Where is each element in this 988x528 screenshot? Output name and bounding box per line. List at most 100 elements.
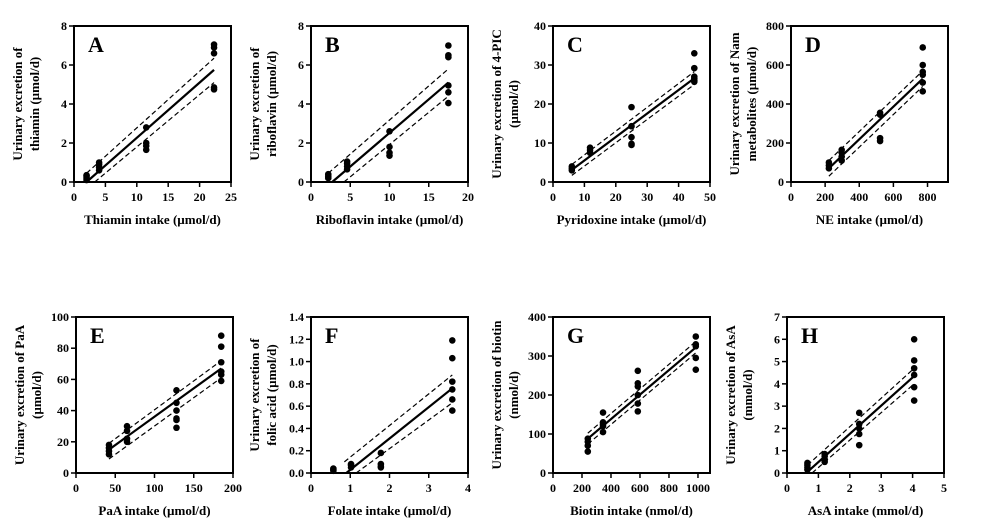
data-point [634, 408, 642, 415]
y-tick-label: 40 [57, 404, 69, 418]
data-point [692, 333, 700, 340]
data-point [910, 357, 918, 364]
panel-label: D [805, 32, 821, 57]
data-point [386, 152, 393, 159]
y-tick-label: 20 [57, 435, 69, 449]
x-tick-label: 15 [162, 190, 174, 204]
data-point [173, 387, 180, 394]
y-tick-label: 400 [766, 97, 784, 111]
data-point [821, 450, 828, 458]
data-point [123, 427, 131, 435]
x-tick-label: 5 [941, 481, 947, 495]
y-axis-label-line: (µmol/d) [506, 80, 521, 128]
y-tick-label: 6 [298, 58, 304, 72]
x-tick-label: 0 [308, 481, 314, 495]
data-point [210, 86, 218, 93]
ci-lower-line [108, 377, 222, 460]
x-tick-label: 20 [610, 190, 622, 204]
y-tick-label: 2 [61, 136, 67, 150]
y-axis-label: Urinary excretion of biotin (nmol/d) [489, 320, 521, 470]
data-point [377, 449, 385, 457]
x-tick-label: 10 [578, 190, 590, 204]
x-tick-label: 150 [185, 481, 203, 495]
x-tick-label: 0 [308, 190, 314, 204]
x-tick-label: 4 [465, 481, 471, 495]
y-tick-label: 0 [63, 466, 69, 480]
data-point [445, 82, 452, 89]
x-tick-label: 3 [426, 481, 432, 495]
data-point [173, 416, 180, 424]
ci-upper-line [86, 57, 215, 174]
y-axis-label-line: Urinary excretion of Nam [727, 32, 742, 175]
panel-label: E [90, 323, 105, 348]
ci-upper-line [108, 360, 222, 444]
ci-lower-line [355, 402, 453, 474]
data-point [692, 354, 700, 362]
data-point [210, 50, 218, 57]
data-point [217, 371, 225, 379]
x-tick-label: 15 [423, 190, 435, 204]
y-tick-label: 0.4 [289, 421, 304, 435]
panel-b: 0 5 10 15 20 0 2 4 6 8 Riboflavin intake (µmol/d) U… [247, 19, 474, 227]
y-axis-label: Urinary excretion of 4-PIC (µmol/d) [489, 29, 521, 179]
y-tick-label: 200 [766, 136, 784, 150]
x-tick-label: 0 [73, 481, 79, 495]
data-point [142, 124, 150, 131]
data-point [910, 335, 918, 343]
data-point [142, 146, 150, 154]
y-tick-label: 0.6 [289, 399, 304, 413]
data-point [804, 459, 811, 467]
y-axis-label-line: Urinary excretion of biotin [489, 320, 504, 470]
data-point [628, 141, 635, 149]
data-point [584, 435, 592, 442]
x-tick-label: 20 [462, 190, 474, 204]
x-axis-label: Pyridoxine intake (µmol/d) [557, 212, 707, 227]
y-axis-label: Urinary excretion of Nam metabolites (µmo… [727, 32, 759, 175]
data-point [386, 143, 393, 151]
x-tick-label: 5 [347, 190, 353, 204]
y-axis-label-line: Urinary excretion of 4-PIC [489, 29, 504, 179]
x-tick-label: 2 [387, 481, 393, 495]
y-axis-label-line: Urinary excretion of [10, 47, 25, 161]
y-axis-label: Urinary excretion of AsA (mmol/d) [723, 325, 755, 465]
data-point [586, 144, 594, 151]
ci-upper-line [828, 70, 924, 161]
y-tick-label: 6 [61, 58, 67, 72]
data-point [876, 111, 884, 119]
x-tick-label: 1 [347, 481, 353, 495]
y-axis-label-line: Urinary excretion of AsA [723, 325, 738, 465]
x-tick-label: 0 [71, 190, 77, 204]
data-point [910, 397, 918, 404]
ci-lower-line [811, 383, 915, 474]
y-axis-label-line: Urinary excretion of PaA [12, 324, 27, 465]
ci-lower-line [571, 84, 695, 176]
data-point [445, 99, 452, 107]
data-point [210, 44, 218, 51]
x-axis-label: Biotin intake (nmol/d) [570, 503, 693, 518]
y-tick-label: 1.4 [289, 310, 304, 324]
y-tick-label: 0 [61, 175, 67, 189]
data-point [449, 407, 456, 414]
data-point [876, 137, 884, 145]
data-point [83, 171, 90, 179]
y-tick-label: 0.0 [289, 466, 304, 480]
data-point [584, 448, 592, 455]
panel-g: 0 200 400 600 800 1000 0 100 200 300 400 Biotin int… [489, 310, 711, 518]
x-axis-label: Thiamin intake (µmol/d) [84, 212, 221, 227]
x-tick-label: 400 [850, 190, 868, 204]
x-tick-label: 200 [573, 481, 591, 495]
y-tick-label: 600 [766, 58, 784, 72]
x-axis-label: NE intake (µmol/d) [816, 212, 923, 227]
y-tick-label: 300 [528, 349, 546, 363]
data-point [173, 424, 180, 432]
y-tick-label: 4 [298, 97, 304, 111]
y-axis-label-line: (nmol/d) [506, 371, 521, 419]
y-tick-label: 80 [57, 341, 69, 355]
y-tick-label: 0 [540, 466, 546, 480]
data-point [910, 364, 918, 372]
y-tick-label: 40 [534, 19, 546, 33]
data-point [449, 337, 456, 344]
y-axis-label-line: thiamin (µmol/d) [27, 57, 42, 152]
y-tick-label: 60 [57, 372, 69, 386]
panel-label: C [567, 32, 583, 57]
